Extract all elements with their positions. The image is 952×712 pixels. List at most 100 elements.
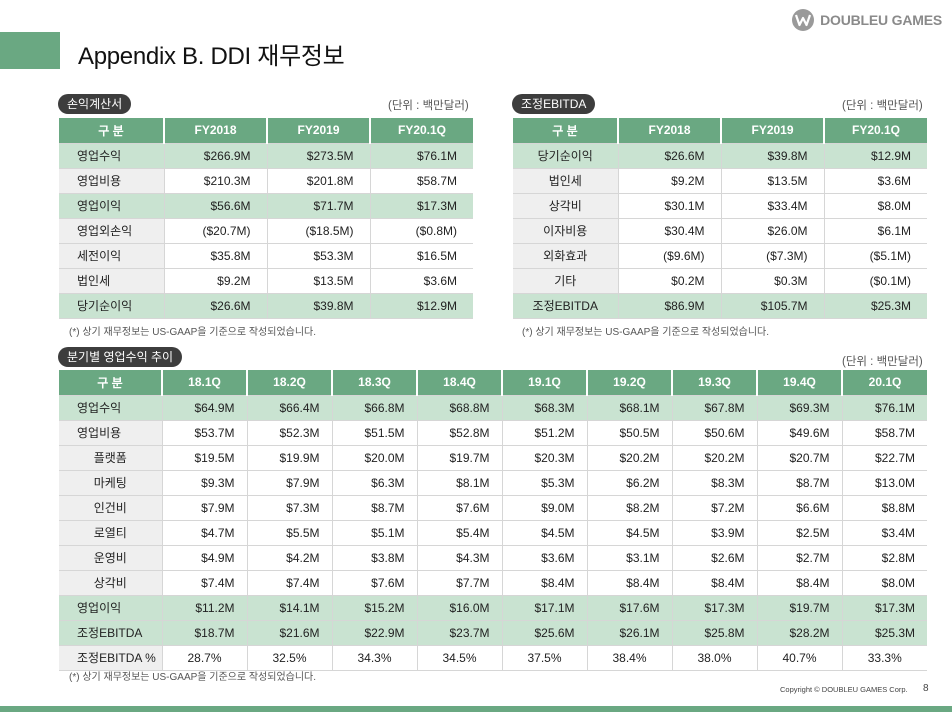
table-cell: $14.1M	[246, 594, 332, 620]
table-row: 법인세 $9.2M $13.5M $3.6M	[59, 267, 473, 293]
table-row: 상각비 $30.1M $33.4M $8.0M	[513, 192, 927, 218]
table-row: 세전이익 $35.8M $53.3M $16.5M	[59, 242, 473, 268]
table-cell: $12.9M	[823, 142, 927, 168]
column-header: 20.1Q	[841, 370, 927, 395]
table-cell: $3.1M	[586, 544, 672, 570]
income-unit-label: (단위 : 백만달러)	[388, 100, 469, 112]
table-cell: $39.8M	[720, 142, 824, 168]
table-cell: $76.1M	[369, 142, 473, 168]
table-cell: $7.9M	[161, 494, 247, 520]
table-cell: ($7.3M)	[720, 242, 824, 268]
table-cell: ($0.1M)	[823, 267, 927, 293]
table-cell: $8.2M	[586, 494, 672, 520]
table-cell: ($0.8M)	[369, 217, 473, 243]
row-label: 플랫폼	[59, 444, 162, 470]
table-cell: $7.3M	[246, 494, 332, 520]
logo-text: DOUBLEU GAMES	[820, 12, 942, 28]
table-cell: $4.7M	[161, 519, 247, 545]
table-row: 운영비 $4.9M $4.2M $3.8M $4.3M $3.6M $3.1M $2.6M $2…	[59, 544, 927, 570]
table-cell: $2.6M	[671, 544, 757, 570]
row-label: 영업이익	[59, 594, 162, 620]
table-cell: $58.7M	[369, 167, 473, 193]
column-header: 19.3Q	[671, 370, 757, 395]
table-row: 기타 $0.2M $0.3M ($0.1M)	[513, 267, 927, 293]
table-row: 법인세 $9.2M $13.5M $3.6M	[513, 167, 927, 193]
table-row: 로열티 $4.7M $5.5M $5.1M $5.4M $4.5M $4.5M $3.9M $2…	[59, 519, 927, 545]
table-cell: $16.0M	[416, 594, 502, 620]
doubleu-w-icon	[792, 9, 815, 31]
table-row: 영업수익 $266.9M $273.5M $76.1M	[59, 142, 473, 168]
table-cell: $4.2M	[246, 544, 332, 570]
table-cell: $53.3M	[266, 242, 370, 268]
table-cell: $22.9M	[331, 619, 417, 645]
column-header-label: 구 분	[59, 370, 162, 395]
table-cell: $67.8M	[671, 394, 757, 420]
table-cell: $4.5M	[586, 519, 672, 545]
row-label: 마케팅	[59, 469, 162, 495]
table-cell: $5.3M	[501, 469, 587, 495]
column-header-label: 구 분	[513, 118, 618, 143]
column-header: FY2019	[266, 118, 370, 143]
quarterly-revenue-table: 구 분 18.1Q 18.2Q 18.3Q 18.4Q 19.1Q 19.2Q 19.3Q 19…	[59, 370, 927, 671]
table-cell: $20.0M	[331, 444, 417, 470]
table-cell: $5.4M	[416, 519, 502, 545]
table-cell: $0.3M	[720, 267, 824, 293]
header-row: 구 분 FY2018 FY2019 FY20.1Q	[513, 118, 927, 143]
table-row: 영업비용 $210.3M $201.8M $58.7M	[59, 167, 473, 193]
table-cell: $7.9M	[246, 469, 332, 495]
table-row: 영업이익 $56.6M $71.7M $17.3M	[59, 192, 473, 218]
table-cell: 32.5%	[246, 644, 332, 671]
table-cell: $19.7M	[756, 594, 842, 620]
table-cell: $3.8M	[331, 544, 417, 570]
table-cell: $25.8M	[671, 619, 757, 645]
table-cell: $21.6M	[246, 619, 332, 645]
table-cell: $86.9M	[617, 292, 721, 319]
table-cell: ($5.1M)	[823, 242, 927, 268]
quarterly-unit-label: (단위 : 백만달러)	[842, 356, 923, 368]
table-cell: $3.9M	[671, 519, 757, 545]
table-cell: $50.6M	[671, 419, 757, 445]
table-cell: $50.5M	[586, 419, 672, 445]
table-cell: ($18.5M)	[266, 217, 370, 243]
table-cell: $201.8M	[266, 167, 370, 193]
table-cell: $19.5M	[161, 444, 247, 470]
table-cell: $3.4M	[841, 519, 927, 545]
row-label: 영업수익	[59, 394, 162, 420]
table-cell: $7.2M	[671, 494, 757, 520]
table-row: 마케팅 $9.3M $7.9M $6.3M $8.1M $5.3M $6.2M $8.3M $8…	[59, 469, 927, 495]
income-statement-table: 구 분 FY2018 FY2019 FY20.1Q 영업수익 $266.9M $273.5M…	[59, 118, 473, 319]
column-header: 18.2Q	[246, 370, 332, 395]
row-label: 법인세	[59, 267, 164, 293]
table-cell: $0.2M	[617, 267, 721, 293]
row-label: 운영비	[59, 544, 162, 570]
table-row: 영업이익 $11.2M $14.1M $15.2M $16.0M $17.1M $17.6M…	[59, 594, 927, 620]
row-label: 영업비용	[59, 419, 162, 445]
row-label: 법인세	[513, 167, 618, 193]
column-header-label: 구 분	[59, 118, 164, 143]
table-cell: $4.3M	[416, 544, 502, 570]
table-cell: $64.9M	[161, 394, 247, 420]
table-cell: $30.1M	[617, 192, 721, 218]
row-label: 세전이익	[59, 242, 164, 268]
row-label: 당기순이익	[59, 292, 164, 319]
table-row: 조정EBITDA $86.9M $105.7M $25.3M	[513, 292, 927, 319]
table-cell: $26.6M	[163, 292, 267, 319]
table-cell: $2.7M	[756, 544, 842, 570]
table-row: 영업비용 $53.7M $52.3M $51.5M $52.8M $51.2M $50.5M…	[59, 419, 927, 445]
table-cell: $4.9M	[161, 544, 247, 570]
ebitda-unit-label: (단위 : 백만달러)	[842, 100, 923, 112]
table-cell: $8.7M	[331, 494, 417, 520]
quarterly-footnote: (*) 상기 재무정보는 US-GAAP을 기준으로 작성되었습니다.	[69, 672, 317, 683]
table-cell: $26.1M	[586, 619, 672, 645]
column-header: 18.4Q	[416, 370, 502, 395]
page-title: Appendix B. DDI 재무정보	[78, 43, 345, 70]
table-cell: $26.6M	[617, 142, 721, 168]
table-row: 조정EBITDA % 28.7% 32.5% 34.3% 34.5% 37.5% 38.4%…	[59, 644, 927, 671]
table-cell: $8.3M	[671, 469, 757, 495]
header-row: 구 분 18.1Q 18.2Q 18.3Q 18.4Q 19.1Q 19.2Q 19.3Q 19…	[59, 370, 927, 395]
table-cell: $8.4M	[501, 569, 587, 595]
table-cell: $30.4M	[617, 217, 721, 243]
table-cell: $6.3M	[331, 469, 417, 495]
table-cell: 34.3%	[331, 644, 417, 671]
column-header: FY2018	[163, 118, 267, 143]
